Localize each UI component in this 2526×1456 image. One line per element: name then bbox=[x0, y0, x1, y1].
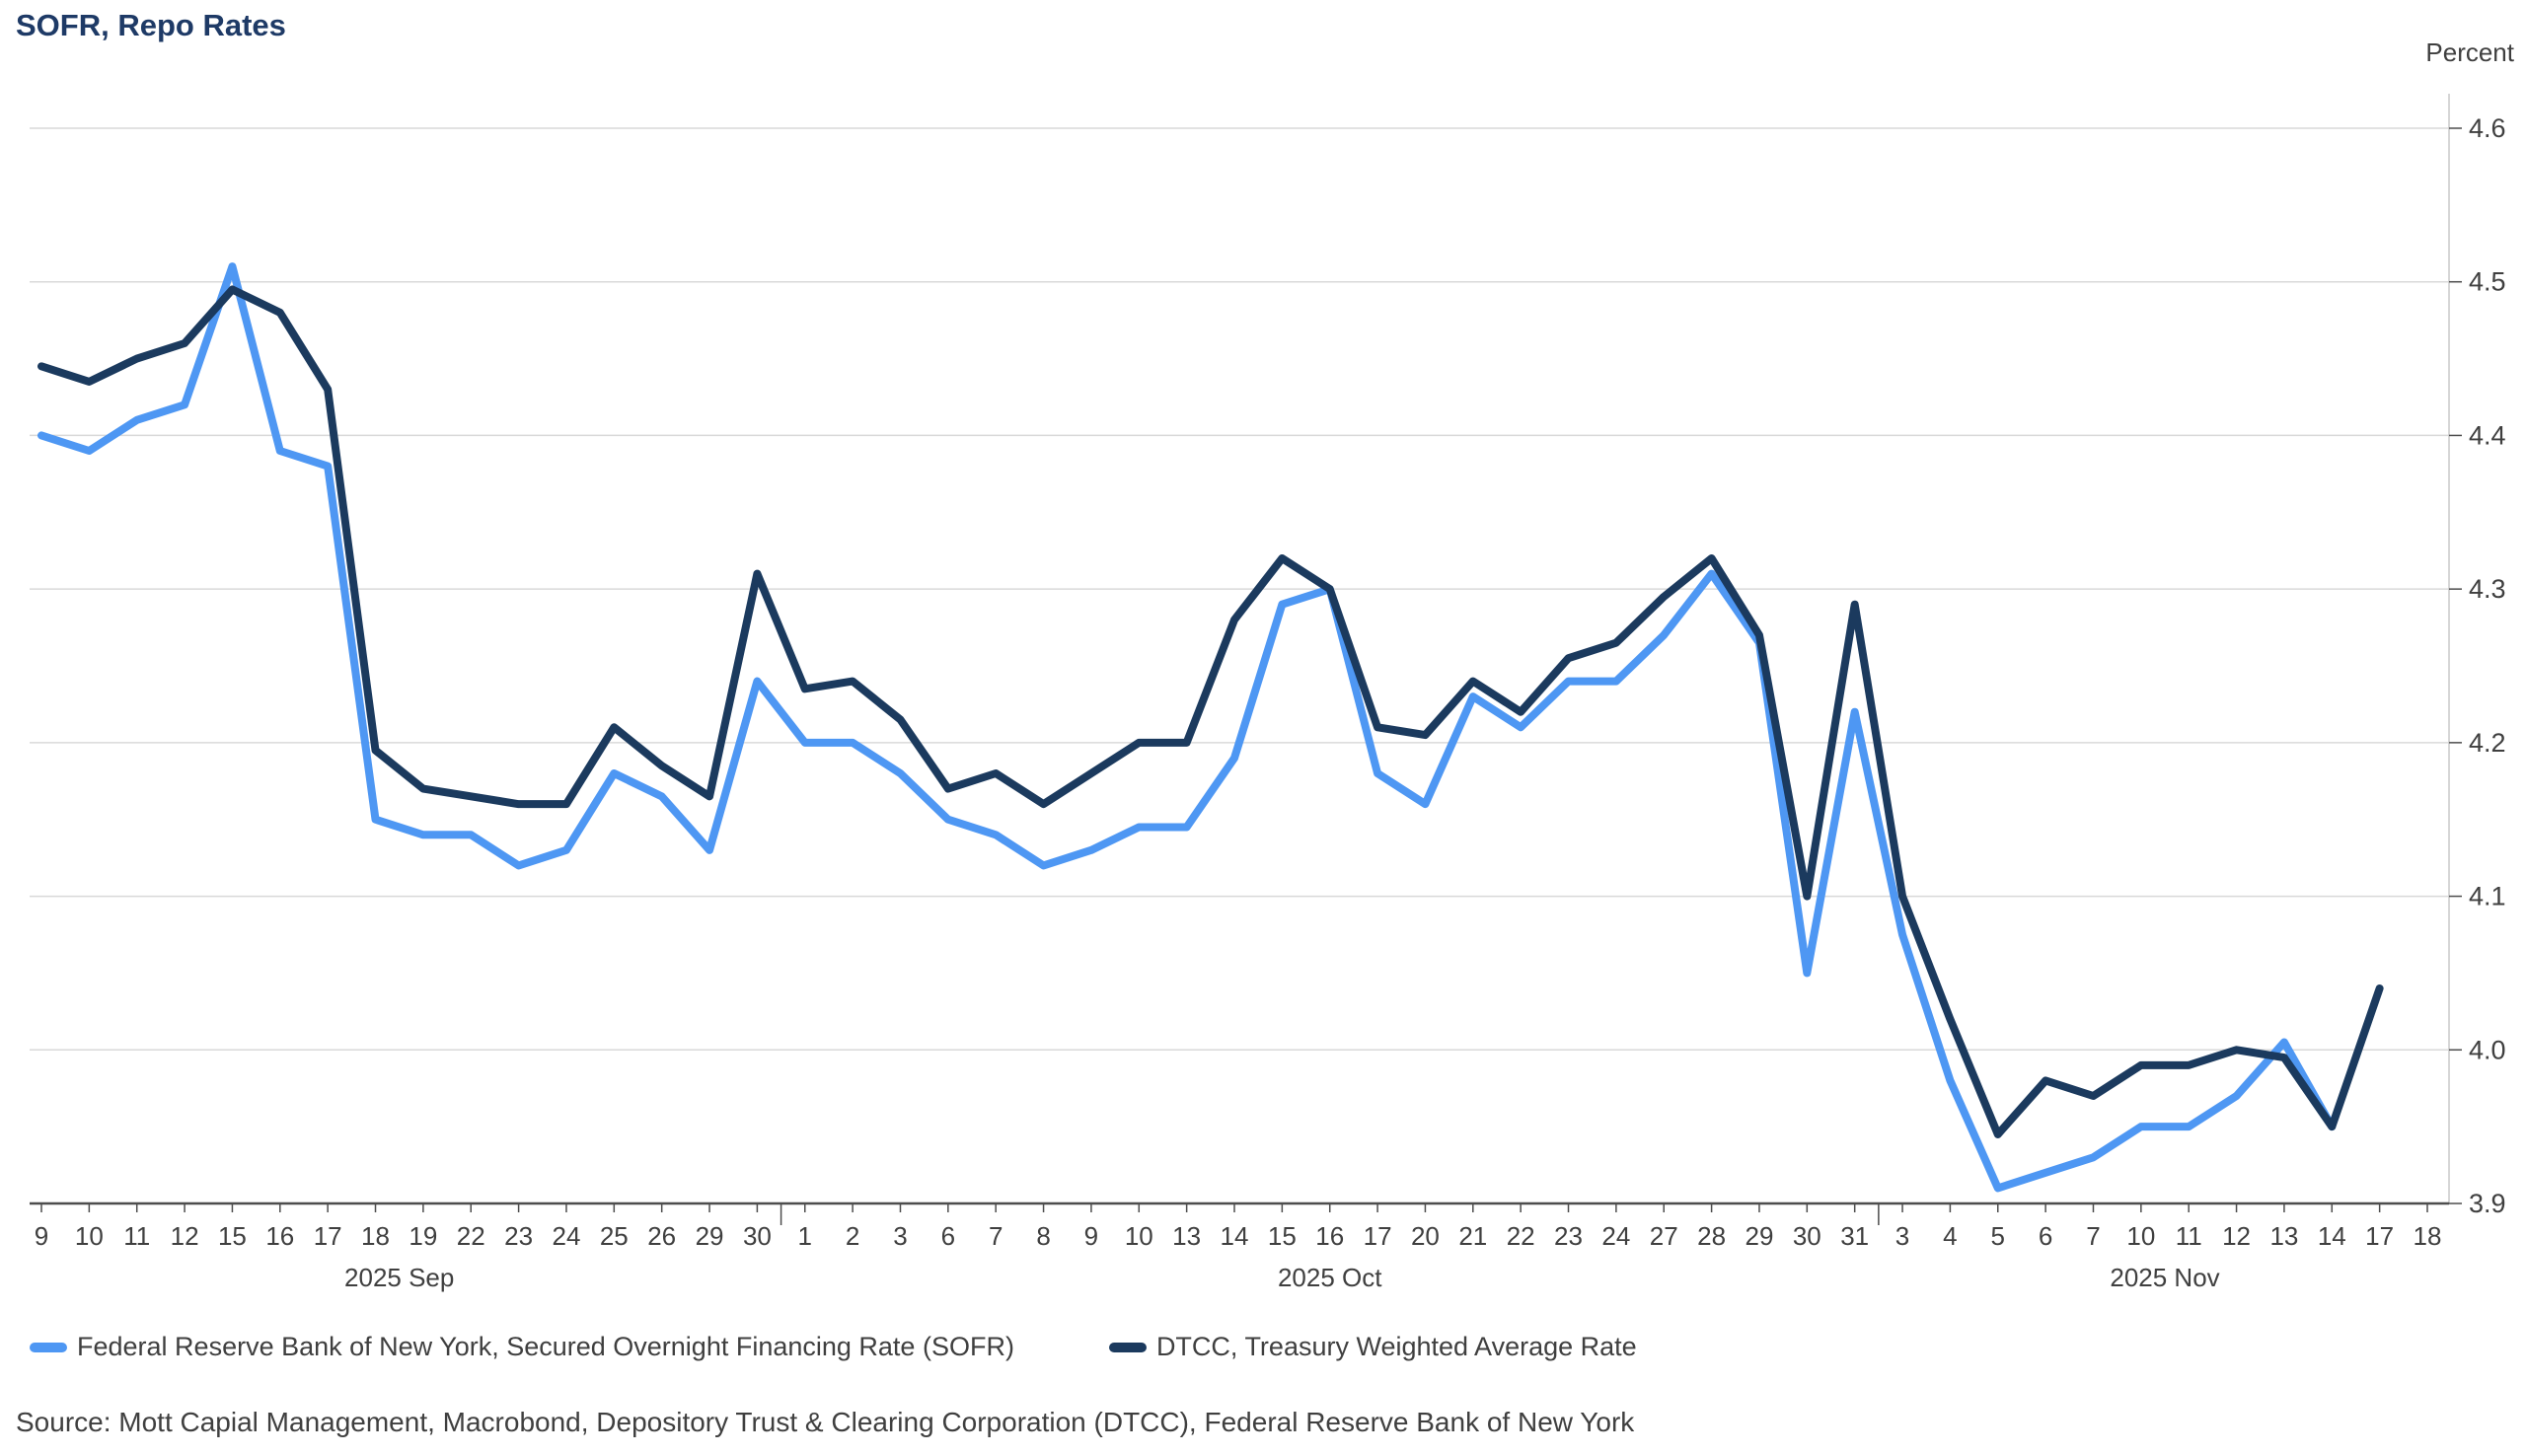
y-tick-label: 4.6 bbox=[2469, 113, 2506, 143]
legend-item-dtcc: DTCC, Treasury Weighted Average Rate bbox=[1108, 1332, 1637, 1362]
x-tick-label: 15 bbox=[1268, 1221, 1297, 1251]
x-tick-label: 9 bbox=[1084, 1221, 1098, 1251]
x-tick-label: 4 bbox=[1943, 1221, 1957, 1251]
x-tick-label: 9 bbox=[35, 1221, 48, 1251]
y-tick-label: 4.1 bbox=[2469, 882, 2506, 911]
x-tick-label: 12 bbox=[171, 1221, 199, 1251]
series-line-dtcc bbox=[37, 285, 2384, 1138]
source-note: Source: Mott Capial Management, Macrobon… bbox=[16, 1407, 1635, 1437]
legend-label-sofr: Federal Reserve Bank of New York, Secure… bbox=[77, 1332, 1014, 1361]
x-tick-label: 11 bbox=[123, 1221, 150, 1251]
x-tick-label: 18 bbox=[2414, 1221, 2442, 1251]
x-tick-label: 15 bbox=[218, 1221, 247, 1251]
legend: Federal Reserve Bank of New York, Secure… bbox=[30, 1332, 1637, 1362]
x-tick-label: 14 bbox=[1221, 1221, 1249, 1251]
legend-label-dtcc: DTCC, Treasury Weighted Average Rate bbox=[1155, 1332, 1637, 1361]
x-tick-label: 19 bbox=[409, 1221, 437, 1251]
x-tick-label: 11 bbox=[2176, 1221, 2202, 1251]
x-tick-label: 16 bbox=[1315, 1221, 1344, 1251]
x-tick-label: 31 bbox=[1840, 1221, 1869, 1251]
x-tick-label: 17 bbox=[1364, 1221, 1392, 1251]
x-tick-label: 13 bbox=[1172, 1221, 1201, 1251]
chart-title: SOFR, Repo Rates bbox=[16, 8, 286, 42]
x-tick-label: 3 bbox=[893, 1221, 907, 1251]
x-tick-label: 21 bbox=[1458, 1221, 1487, 1251]
y-tick-label: 4.0 bbox=[2469, 1035, 2506, 1064]
series-line-sofr bbox=[37, 262, 2337, 1193]
x-tick-label: 24 bbox=[1601, 1221, 1630, 1251]
x-tick-label: 10 bbox=[2126, 1221, 2155, 1251]
x-tick-label: 22 bbox=[1507, 1221, 1535, 1251]
x-tick-label: 10 bbox=[75, 1221, 104, 1251]
x-tick-label: 7 bbox=[2086, 1221, 2100, 1251]
x-tick-label: 16 bbox=[265, 1221, 294, 1251]
y-tick-label: 4.2 bbox=[2469, 728, 2506, 758]
dtcc-legend-swatch-icon bbox=[1108, 1342, 1147, 1352]
x-tick-label: 12 bbox=[2222, 1221, 2251, 1251]
x-tick-label: 18 bbox=[361, 1221, 390, 1251]
x-tick-label: 29 bbox=[696, 1221, 724, 1251]
x-tick-label: 25 bbox=[600, 1221, 629, 1251]
y-axis-unit-label: Percent bbox=[2425, 37, 2514, 67]
x-tick-label: 14 bbox=[2318, 1221, 2346, 1251]
x-tick-label: 26 bbox=[647, 1221, 676, 1251]
y-tick-label: 3.9 bbox=[2469, 1189, 2506, 1218]
x-tick-label: 28 bbox=[1697, 1221, 1726, 1251]
x-tick-label: 17 bbox=[2365, 1221, 2394, 1251]
x-tick-label: 1 bbox=[798, 1221, 812, 1251]
y-tick-label: 4.5 bbox=[2469, 267, 2506, 297]
x-tick-label: 2 bbox=[846, 1221, 859, 1251]
x-tick-label: 23 bbox=[1554, 1221, 1583, 1251]
x-tick-label: 23 bbox=[504, 1221, 533, 1251]
x-tick-label: 30 bbox=[743, 1221, 772, 1251]
month-label: 2025 Sep bbox=[344, 1263, 454, 1292]
x-tick-label: 7 bbox=[989, 1221, 1003, 1251]
x-tick-label: 3 bbox=[1895, 1221, 1909, 1251]
x-tick-label: 22 bbox=[457, 1221, 485, 1251]
x-tick-label: 5 bbox=[1991, 1221, 2005, 1251]
x-tick-label: 8 bbox=[1036, 1221, 1050, 1251]
x-tick-label: 30 bbox=[1793, 1221, 1821, 1251]
month-label: 2025 Oct bbox=[1278, 1263, 1382, 1292]
x-tick-label: 20 bbox=[1411, 1221, 1440, 1251]
x-tick-label: 10 bbox=[1125, 1221, 1153, 1251]
x-tick-label: 27 bbox=[1650, 1221, 1678, 1251]
month-label: 2025 Nov bbox=[2110, 1263, 2219, 1292]
x-tick-label: 13 bbox=[2269, 1221, 2298, 1251]
x-tick-label: 6 bbox=[2039, 1221, 2052, 1251]
y-tick-label: 4.4 bbox=[2469, 420, 2506, 450]
x-tick-label: 6 bbox=[941, 1221, 955, 1251]
x-tick-label: 29 bbox=[1745, 1221, 1773, 1251]
legend-item-sofr: Federal Reserve Bank of New York, Secure… bbox=[30, 1332, 1014, 1362]
x-tick-label: 17 bbox=[314, 1221, 342, 1251]
sofr-legend-swatch-icon bbox=[30, 1342, 67, 1352]
x-tick-label: 24 bbox=[552, 1221, 580, 1251]
y-tick-label: 4.3 bbox=[2469, 574, 2506, 604]
